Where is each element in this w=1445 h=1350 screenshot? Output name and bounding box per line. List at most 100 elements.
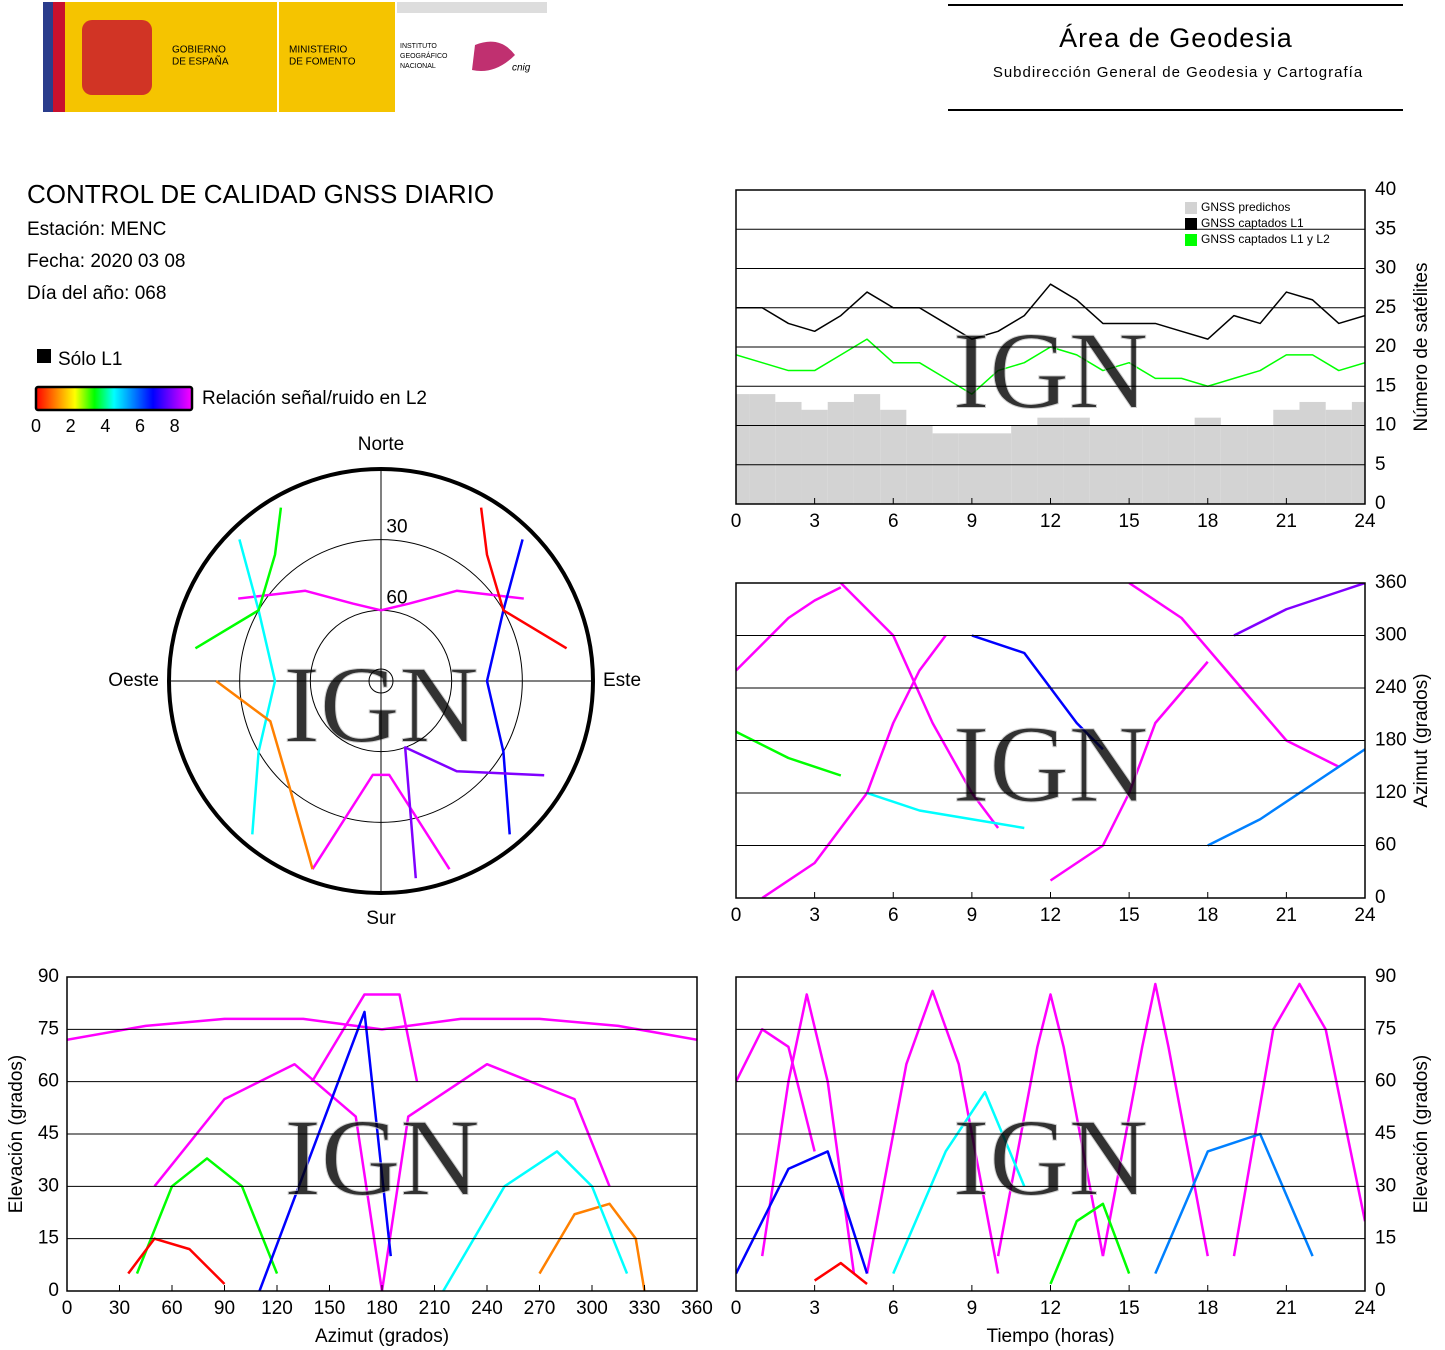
logo-stripe (43, 2, 53, 112)
legend-swatch (1185, 202, 1197, 214)
x-tick-label: 240 (471, 1298, 503, 1319)
y-tick-label: 30 (1375, 258, 1396, 279)
satellite-track (215, 679, 314, 870)
satellite-track (442, 1150, 629, 1291)
legend-label: GNSS captados L1 y L2 (1201, 232, 1330, 246)
satellite-track (1232, 982, 1365, 1257)
x-tick-label: 21 (1276, 905, 1297, 926)
satellite-track (238, 539, 277, 835)
satellite-track (736, 586, 842, 672)
satellite-track (1128, 583, 1340, 768)
series-line (736, 283, 1365, 340)
sky-tracks (194, 507, 568, 879)
legend-swatch (1185, 234, 1197, 246)
y-tick-label: 10 (1375, 415, 1396, 436)
x-tick-label: 15 (1119, 511, 1140, 532)
satellite-track (736, 1028, 816, 1152)
y-tick-label: 60 (1375, 835, 1396, 856)
y-tick-label: 180 (1375, 730, 1407, 751)
predicted-bar (932, 433, 959, 504)
plot-frame (735, 189, 1366, 505)
satellite-track (1233, 583, 1365, 637)
y-tick-label: 300 (1375, 625, 1407, 646)
logo-stripe (53, 2, 65, 112)
watermark: IGN (953, 1096, 1149, 1218)
x-tick-label: 120 (261, 1298, 293, 1319)
predicted-bar (958, 433, 985, 504)
cnig-logo (472, 41, 515, 71)
org-title: Área de Geodesia (1059, 23, 1293, 53)
x-tick-label: 12 (1040, 905, 1061, 926)
direction-label: Oeste (108, 670, 159, 691)
predicted-bar (1037, 417, 1064, 504)
legend-label: GNSS predichos (1201, 200, 1290, 214)
x-tick-label: 0 (731, 511, 742, 532)
y-tick-label: 90 (1375, 966, 1396, 987)
logo-text: DE FOMENTO (289, 57, 356, 68)
x-axis-label: Tiempo (horas) (986, 1326, 1114, 1347)
satellite-track (813, 1261, 868, 1285)
x-tick-label: 3 (809, 905, 820, 926)
satellite-track (310, 993, 419, 1083)
header-logos: GOBIERNO DE ESPAÑA MINISTERIO DE FOMENTO… (43, 2, 1403, 112)
satellite-track (194, 507, 283, 650)
predicted-bar (1273, 409, 1300, 504)
colorbar-label: Relación señal/ruido en L2 (202, 388, 427, 409)
info-line: Fecha: 2020 03 08 (27, 251, 185, 272)
predicted-bar (1194, 417, 1221, 504)
x-tick-label: 6 (888, 1298, 899, 1319)
satellite-track (996, 993, 1105, 1257)
x-tick-label: 0 (731, 905, 742, 926)
x-tick-label: 9 (967, 1298, 978, 1319)
coat-of-arms (82, 20, 152, 95)
direction-label: Este (603, 670, 641, 691)
x-tick-label: 210 (419, 1298, 451, 1319)
predicted-bar (984, 433, 1012, 504)
predicted-bar (1063, 417, 1090, 504)
x-tick-label: 12 (1040, 511, 1061, 532)
predicted-bar (1299, 401, 1326, 504)
satellite-track (403, 746, 545, 879)
predicted-bar (880, 409, 907, 504)
report-title: CONTROL DE CALIDAD GNSS DIARIO (27, 179, 494, 209)
satellite-track (1154, 1132, 1314, 1275)
x-tick-label: 12 (1040, 1298, 1061, 1319)
predicted-bar (749, 394, 776, 504)
legend-label: GNSS captados L1 (1201, 216, 1304, 230)
satellite-track (892, 1090, 1026, 1275)
x-tick-label: 180 (366, 1298, 398, 1319)
satellite-track (761, 634, 947, 898)
y-tick-label: 45 (1375, 1123, 1396, 1144)
x-tick-label: 90 (214, 1298, 235, 1319)
plot-frame (735, 582, 1366, 899)
predicted-bar (827, 401, 854, 504)
satellite-track (1207, 748, 1365, 847)
legend-label: Sólo L1 (58, 349, 122, 370)
plot-frame (735, 976, 1366, 1292)
satellite-track (238, 589, 524, 612)
satellite-track (1101, 982, 1209, 1257)
predicted-bar (1351, 401, 1365, 504)
y-axis-label: Número de satélites (1411, 263, 1432, 432)
org-subtitle: Subdirección General de Geodesia y Carto… (993, 64, 1363, 81)
logo-text: INSTITUTO (400, 43, 437, 50)
x-tick-label: 21 (1276, 511, 1297, 532)
horizon (167, 467, 595, 895)
x-tick-label: 6 (888, 905, 899, 926)
logo-box (279, 2, 395, 112)
y-tick-label: 30 (1375, 1175, 1396, 1196)
x-tick-label: 300 (576, 1298, 608, 1319)
logo-text: MINISTERIO (289, 45, 348, 56)
y-tick-label: 60 (1375, 1071, 1396, 1092)
satellite-track (760, 993, 856, 1274)
satellite-track (135, 1157, 279, 1275)
satellite-track (479, 507, 568, 650)
logo-text: GEOGRÁFICO (400, 51, 448, 60)
x-tick-label: 0 (731, 1298, 742, 1319)
y-tick-label: 5 (1375, 454, 1386, 475)
x-tick-label: 21 (1276, 1298, 1297, 1319)
x-tick-label: 9 (967, 511, 978, 532)
watermark: IGN (284, 1096, 480, 1218)
satellite-track (839, 583, 1000, 829)
